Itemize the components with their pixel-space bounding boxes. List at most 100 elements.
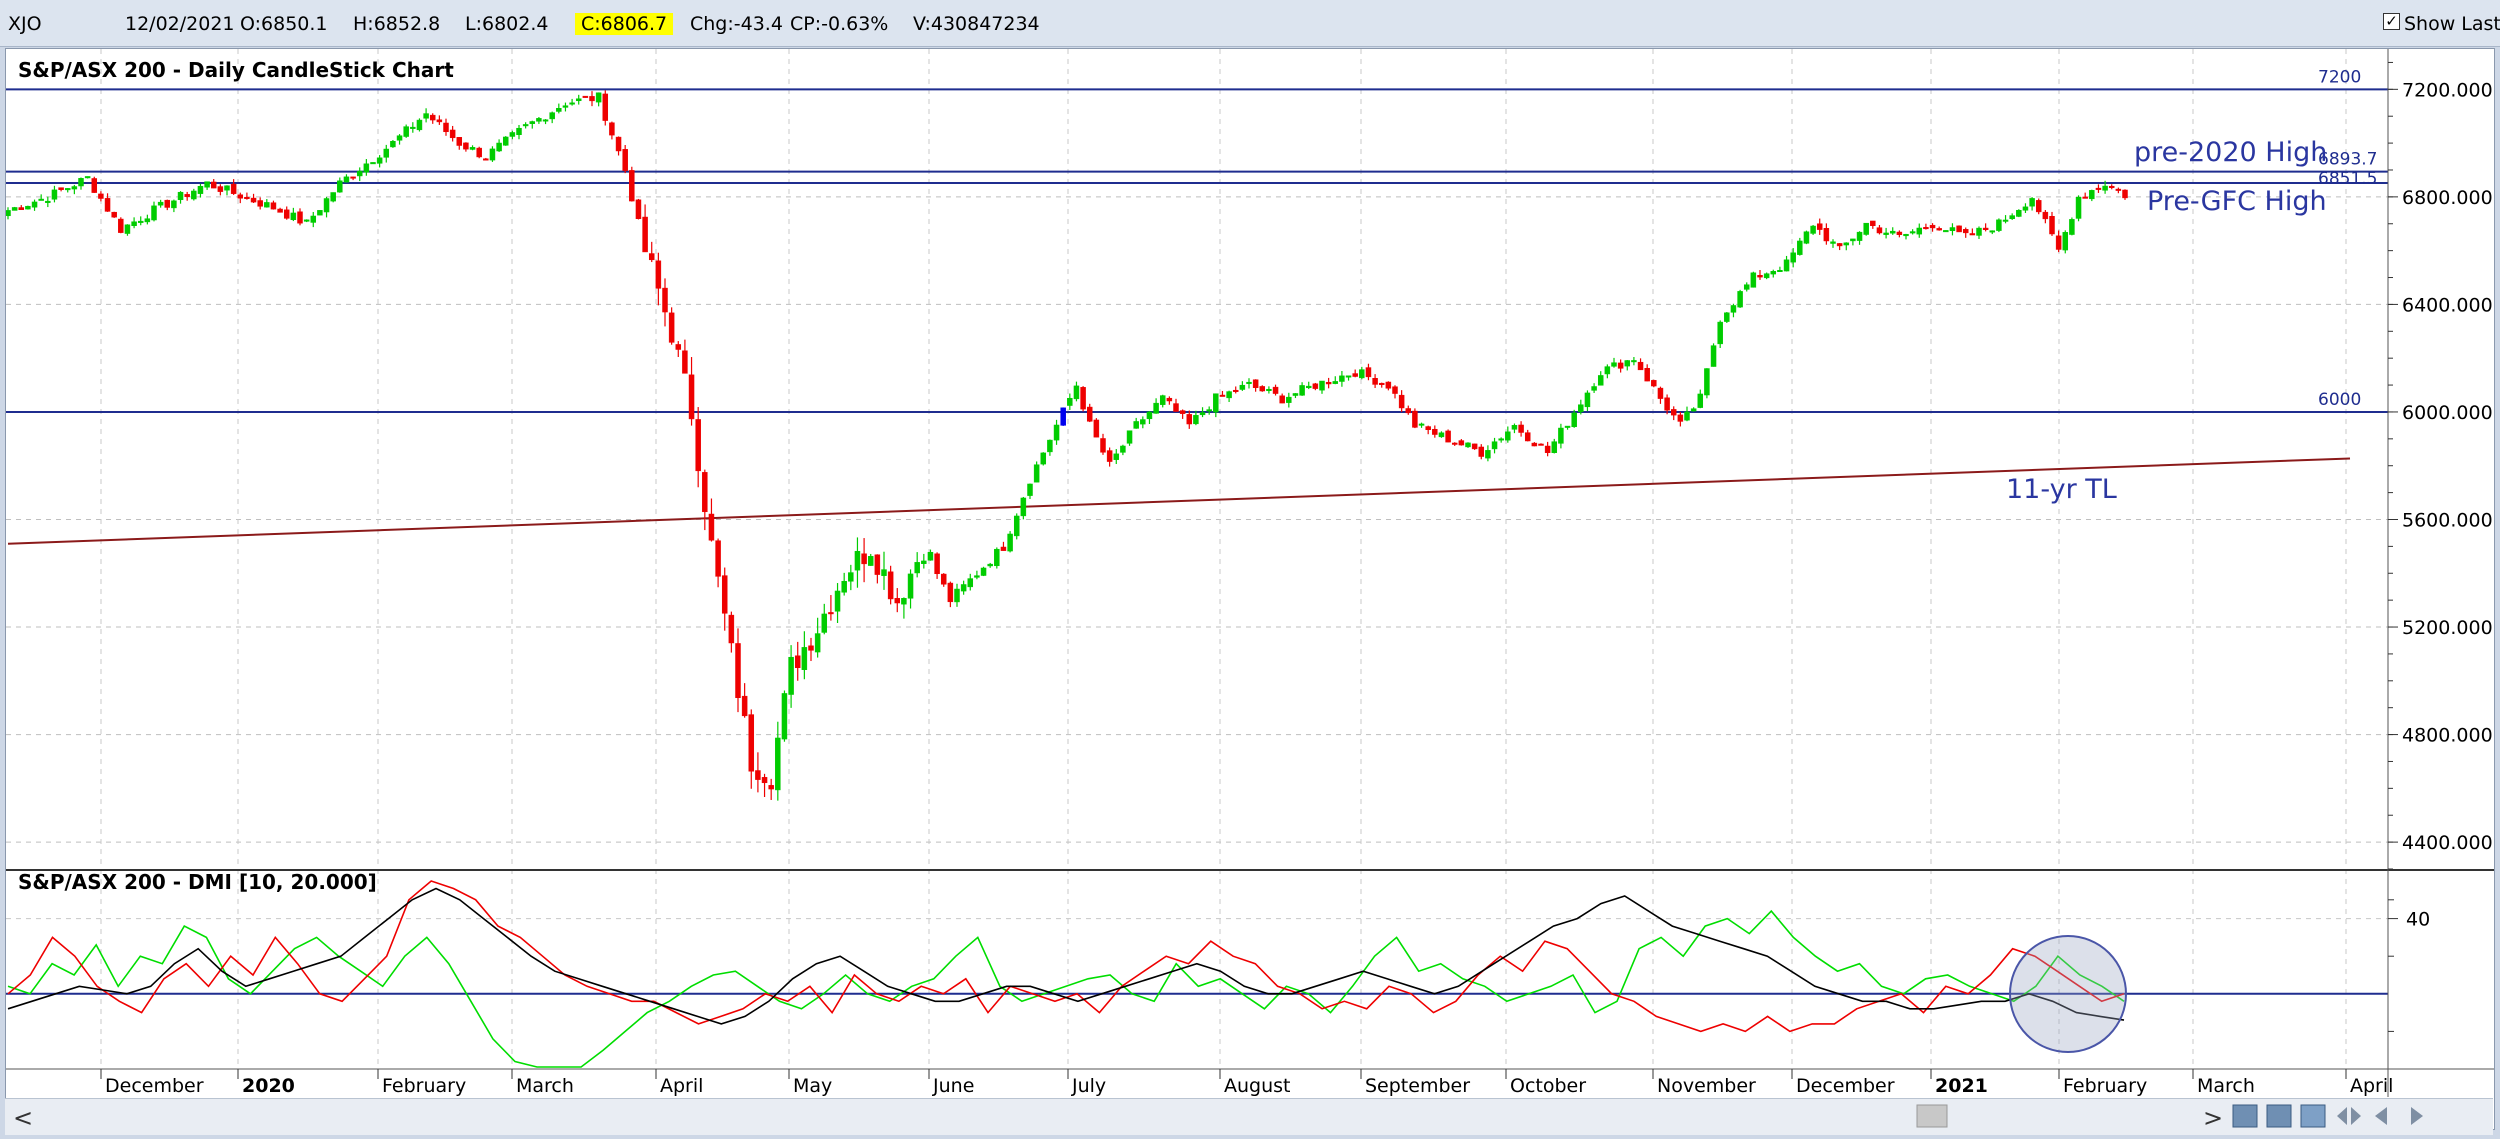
- candle-body: [1007, 533, 1013, 552]
- candle-body: [741, 695, 748, 717]
- candle-body: [1266, 388, 1272, 391]
- annotation-11yr-tl: 11-yr TL: [2006, 474, 2117, 505]
- candle-body: [1445, 430, 1451, 443]
- candle-body: [410, 126, 416, 129]
- candle-body: [1053, 424, 1060, 441]
- candle-body: [1206, 409, 1212, 412]
- candle-body: [1378, 382, 1385, 385]
- scroll-right-arrow[interactable]: >: [2203, 1104, 2223, 1132]
- candle-body: [901, 598, 907, 605]
- candle-body: [655, 260, 662, 289]
- candle-body: [317, 210, 323, 216]
- candle-body: [834, 590, 841, 612]
- candle-body: [1232, 389, 1239, 392]
- candle-body: [1246, 381, 1252, 384]
- candle-body: [45, 200, 51, 203]
- candle-body: [11, 207, 18, 211]
- candle-body: [629, 170, 635, 202]
- candle-body: [164, 199, 171, 208]
- candle-body: [144, 218, 151, 223]
- candle-body: [502, 136, 509, 146]
- candle-body: [1936, 228, 1942, 231]
- candle-body: [808, 645, 814, 651]
- time-tick-label: October: [1510, 1075, 1586, 1097]
- candle-body: [1896, 231, 1903, 235]
- reset-zoom-icon[interactable]: [2300, 1104, 2326, 1128]
- candle-body: [575, 98, 582, 102]
- candle-body: [1863, 222, 1869, 235]
- candle-body: [1836, 243, 1843, 247]
- candle-body: [51, 189, 58, 200]
- zoom-in-icon[interactable]: [2232, 1104, 2258, 1128]
- candle-body: [867, 556, 874, 566]
- time-tick-label: July: [1071, 1075, 1106, 1097]
- show-last-label[interactable]: Show Last: [2404, 13, 2500, 35]
- candle-body: [1478, 446, 1485, 457]
- candle-body: [1000, 546, 1007, 551]
- chart-area: 7200 6893.7 6851.5 6000 7200.000 6800.000 640…: [5, 48, 2495, 1130]
- candle-body: [104, 198, 111, 212]
- time-tick-label: June: [932, 1075, 974, 1097]
- candle-body: [1352, 373, 1358, 377]
- time-tick-label: February: [382, 1075, 466, 1097]
- candle-body: [1465, 442, 1471, 448]
- candle-body: [2009, 215, 2015, 219]
- candle-body: [536, 118, 542, 122]
- candle-body: [921, 560, 927, 564]
- pan-both-icon-right[interactable]: [2351, 1107, 2361, 1125]
- candle-body: [1670, 409, 1677, 416]
- candle-body: [1292, 393, 1299, 396]
- zoom-out-icon[interactable]: [2266, 1104, 2292, 1128]
- candle-body: [1989, 230, 1996, 233]
- candle-body: [1239, 384, 1246, 390]
- candle-body: [469, 147, 476, 150]
- axes: 7200.000 6800.000 6400.000 6000.000 5600.000…: [6, 49, 2494, 1097]
- candle-body: [456, 137, 463, 146]
- candle-body: [449, 129, 456, 139]
- candle-body: [1325, 381, 1332, 385]
- price-tick-label: 6400.000: [2402, 294, 2493, 316]
- price-tick-label: 6800.000: [2402, 187, 2493, 209]
- step-right-icon[interactable]: [2411, 1107, 2423, 1125]
- dmi-tick-label: 40: [2406, 909, 2430, 931]
- candle-body: [721, 575, 728, 614]
- pan-both-icon[interactable]: [2337, 1107, 2347, 1125]
- volume-label: V:430847234: [913, 13, 1040, 35]
- candle-body: [84, 176, 91, 179]
- resistance-line-label: 6893.7: [2318, 150, 2377, 170]
- candle-body: [1571, 412, 1577, 428]
- candle-body: [1491, 441, 1498, 450]
- candle-body: [217, 186, 224, 192]
- candle-body: [1903, 233, 1909, 237]
- candle-body: [1133, 421, 1139, 429]
- candle-body: [98, 193, 104, 199]
- candle-body: [1279, 395, 1285, 404]
- candle-body: [1597, 375, 1604, 386]
- candle-body: [1743, 284, 1750, 290]
- candle-body: [1777, 270, 1783, 273]
- candle-body: [1093, 419, 1100, 438]
- candle-body: [1199, 412, 1206, 416]
- scrollbar-thumb[interactable]: [1916, 1104, 1948, 1128]
- candle-body: [1345, 375, 1352, 378]
- candle-body: [2029, 198, 2035, 207]
- show-last-checkbox[interactable]: ✓: [2383, 13, 2400, 30]
- candle-body: [310, 215, 317, 223]
- candle-body: [1631, 360, 1637, 363]
- candle-body: [18, 207, 25, 211]
- close-label: C:6806.7: [575, 13, 674, 35]
- candle-body: [1385, 381, 1392, 389]
- candle-body: [781, 693, 788, 740]
- step-left-icon[interactable]: [2375, 1107, 2387, 1125]
- scroll-left-arrow[interactable]: <: [13, 1104, 33, 1132]
- candle-body: [264, 202, 270, 208]
- candle-body: [728, 614, 735, 644]
- candle-body: [1339, 375, 1345, 382]
- candle-body: [960, 584, 967, 592]
- resistance-line-label: 7200: [2318, 67, 2361, 87]
- candle-body: [177, 191, 184, 201]
- candle-body: [1843, 242, 1850, 246]
- candle-body: [1392, 386, 1398, 394]
- candle-body: [2082, 196, 2088, 199]
